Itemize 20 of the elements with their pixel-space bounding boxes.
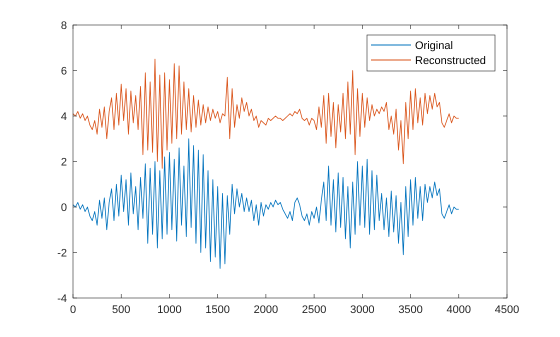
x-tick-label: 0 xyxy=(70,304,76,316)
y-tick-label: 0 xyxy=(60,202,67,214)
x-tick-label: 3500 xyxy=(398,304,423,316)
y-tick-label: -4 xyxy=(57,293,67,305)
legend-label: Original xyxy=(415,40,453,52)
y-tick-label: 4 xyxy=(60,111,67,123)
x-tick-label: 4500 xyxy=(494,304,520,316)
x-tick-label: 1500 xyxy=(205,304,230,316)
y-tick-label: 2 xyxy=(60,156,67,168)
x-tick-label: 4000 xyxy=(446,304,472,316)
legend-label: Reconstructed xyxy=(415,55,486,67)
y-tick-label: -2 xyxy=(57,248,67,260)
x-tick-label: 1000 xyxy=(157,304,182,316)
x-tick-label: 500 xyxy=(112,304,130,316)
y-tick-label: 8 xyxy=(60,20,67,32)
x-tick-label: 2000 xyxy=(254,304,278,316)
x-tick-label: 3000 xyxy=(350,304,375,316)
line-series xyxy=(72,138,460,269)
y-tick-label: 6 xyxy=(60,66,67,78)
x-tick-label: 2500 xyxy=(302,304,326,316)
